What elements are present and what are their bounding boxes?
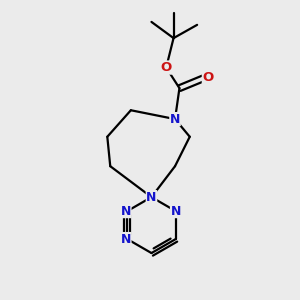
Text: N: N bbox=[170, 112, 180, 126]
Text: N: N bbox=[121, 205, 131, 218]
Text: O: O bbox=[160, 61, 172, 74]
Text: N: N bbox=[170, 205, 181, 218]
Text: O: O bbox=[202, 71, 214, 84]
Text: N: N bbox=[146, 190, 157, 204]
Text: N: N bbox=[121, 232, 131, 246]
